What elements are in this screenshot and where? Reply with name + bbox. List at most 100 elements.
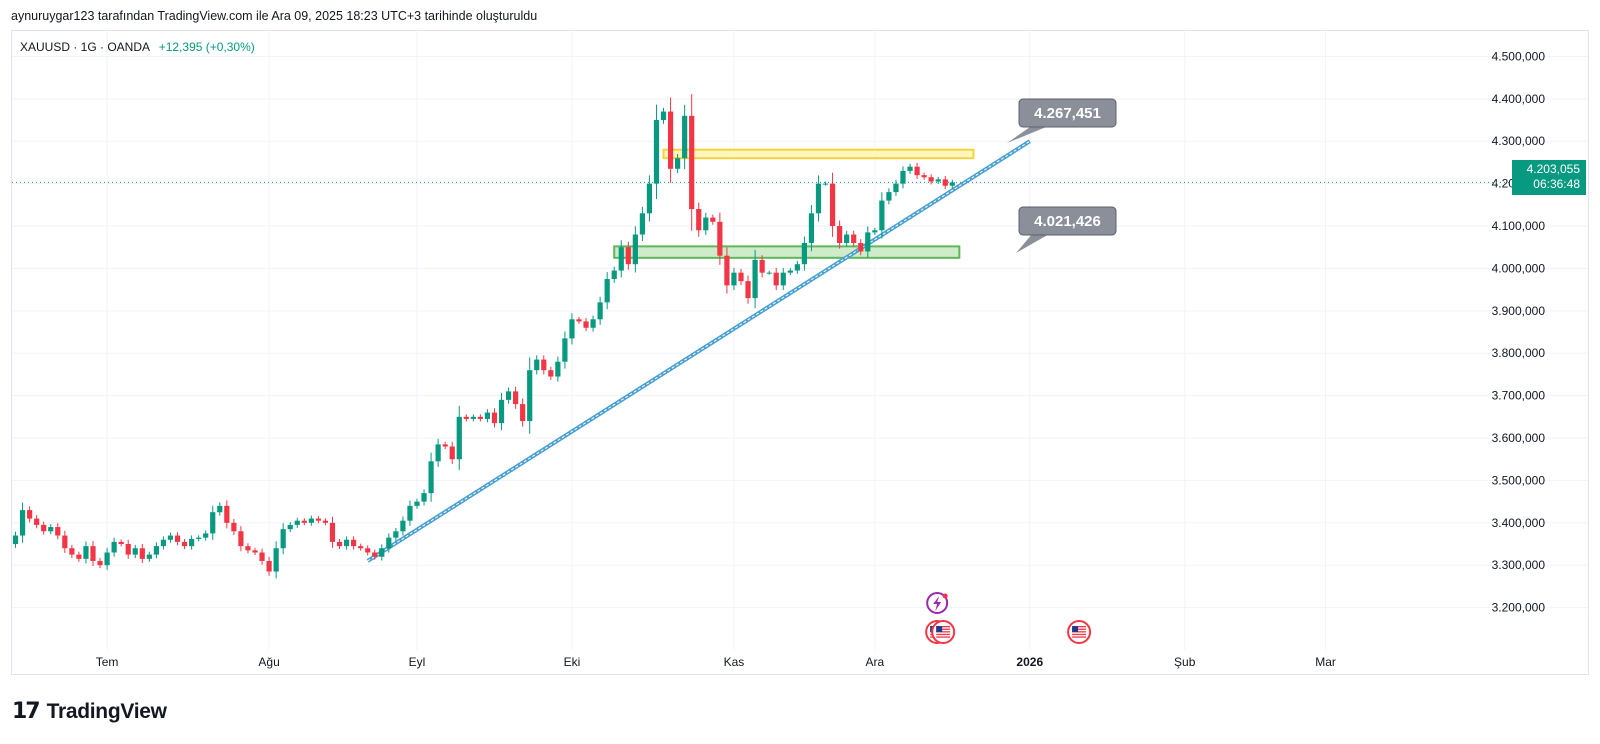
candle-down [449,446,455,460]
candle-down [667,111,674,169]
candle-down [139,548,145,559]
price-callout [1018,98,1117,128]
y-tick-label: 4.100,000 [1492,219,1546,233]
candle-down [315,518,321,521]
us-flag-icon [931,620,956,644]
candle-up [153,546,159,555]
tradingview-logo-icon: 17 [12,699,41,724]
candle-up [766,272,772,274]
y-tick-label: 3.200,000 [1492,601,1546,615]
candle-up [217,505,223,513]
candle-down [520,404,526,422]
candle-down [513,391,519,405]
candle-up [203,533,209,538]
candle-up [653,120,660,184]
y-tick-label: 4.400,000 [1492,92,1546,106]
tradingview-logo[interactable]: 17 TradingView [12,699,167,724]
candle-up [632,234,638,265]
x-tick-label: Ağu [258,655,279,669]
callout-label: 4.021,426 [1034,213,1101,230]
flag-stripe [1072,626,1087,628]
y-tick-label: 4.000,000 [1492,261,1546,275]
candle-down [55,527,61,536]
candle-up [505,391,512,400]
candle-down [231,522,237,532]
candle-up [393,531,399,538]
candle-down [259,552,265,561]
candle-down [548,370,554,377]
time-axis: Tem Ağu Eyl Eki Kas Ara 2026 Şub Mar [96,655,1336,669]
price-callouts: 4.267,451 4.021,426 [1007,98,1117,253]
candle-down [491,412,498,424]
candle-up [421,493,427,502]
resistance-zone [662,148,975,160]
candle-up [48,527,54,532]
flag-canton [1072,626,1079,632]
candle-down [837,226,843,243]
candle-up [639,213,645,235]
candle-down [829,183,836,227]
candle-down [738,272,744,282]
current-price-value: 4.203,055 [1526,162,1580,176]
candle-up [280,529,286,549]
flag-stripe [936,631,951,633]
candle-up [893,183,899,193]
x-tick-label: Tem [96,655,119,669]
candle-up [562,338,568,362]
y-tick-label: 3.600,000 [1492,431,1546,445]
flag-stripe [936,636,951,638]
candle-down [118,541,124,545]
event-dot [942,593,948,599]
chart-frame[interactable] [11,30,1589,675]
bolt-glyph [933,596,942,611]
price-callout [1018,206,1117,236]
flag-stripe [936,633,951,636]
candle-up [83,546,89,559]
callout-label: 4.267,451 [1034,105,1101,122]
symbol-change: +12,395 (+0,30%) [158,40,255,54]
candle-up [752,259,758,299]
candle-down [541,359,547,371]
candle-down [365,548,371,553]
candle-up [780,272,786,286]
candle-down [372,552,378,557]
candle-up [287,524,293,530]
candle-up [160,539,167,547]
candle-up [808,213,815,243]
candle-down [625,247,631,265]
candle-up [470,416,476,419]
candle-down [322,520,329,523]
x-tick-label: Ara [865,655,884,669]
candle-up [196,537,202,539]
candle-down [576,319,582,322]
symbol-title: XAUUSD · 1G · OANDA [20,40,150,54]
candle-up [646,183,653,214]
candle-up [294,520,300,525]
candle-up [611,270,617,280]
candle-up [794,264,800,271]
candle-up [731,272,737,286]
candle-up [379,548,385,557]
candle-up [618,247,624,271]
x-tick-label: Mar [1315,655,1336,669]
candle-down [351,539,357,547]
candle-down [717,221,723,256]
candle-down [689,115,695,210]
candle-down [928,177,934,182]
candle-down [463,416,469,419]
candle-up [104,552,110,566]
candle-up [428,461,434,494]
candle-down [27,510,33,519]
candle-up [210,512,216,534]
candle-up [527,370,533,422]
candle-down [252,550,258,553]
candle-up [886,192,892,201]
candle-up [935,179,941,182]
candle-up [949,182,955,186]
candle-up [308,518,314,523]
x-tick-label: Şub [1174,655,1196,669]
candle-down [336,541,343,547]
candle-up [407,505,413,521]
candle-up [801,242,807,265]
